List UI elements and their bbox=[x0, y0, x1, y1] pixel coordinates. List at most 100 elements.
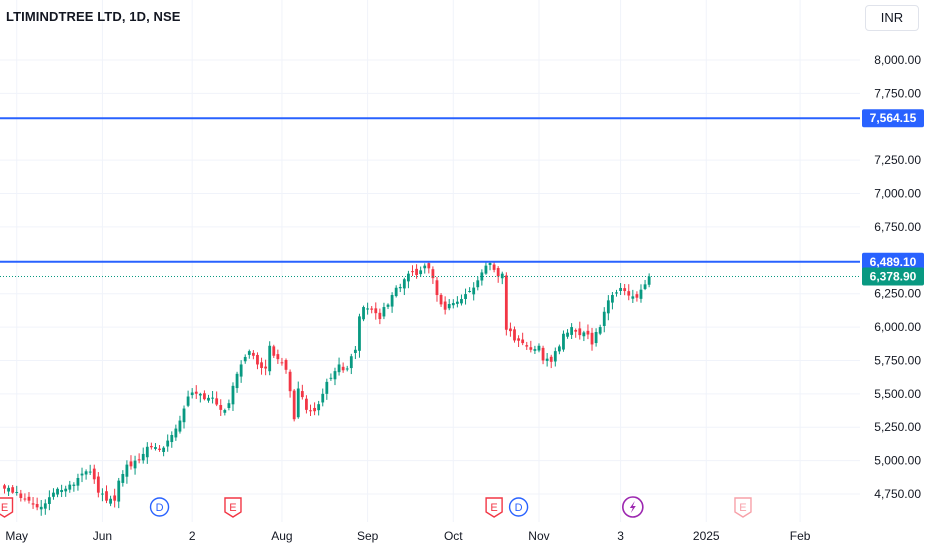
candle bbox=[398, 283, 402, 293]
candle bbox=[129, 455, 133, 470]
candle bbox=[145, 442, 149, 464]
candle bbox=[215, 391, 219, 407]
candle bbox=[517, 335, 520, 347]
event-marker-e-future[interactable]: E bbox=[734, 497, 752, 518]
candle bbox=[590, 327, 594, 351]
candle-body bbox=[370, 308, 374, 310]
candle-body bbox=[321, 393, 325, 403]
candle-body bbox=[325, 381, 329, 394]
time-tick-label: 3 bbox=[617, 529, 624, 543]
candle bbox=[39, 499, 43, 516]
currency-button[interactable]: INR bbox=[865, 5, 919, 31]
event-marker-e[interactable]: E bbox=[485, 497, 503, 518]
candle bbox=[537, 343, 541, 353]
candle bbox=[333, 367, 337, 386]
candle-body bbox=[529, 347, 533, 350]
candle-body bbox=[627, 291, 631, 296]
candle-body bbox=[504, 275, 508, 330]
dividend-icon bbox=[149, 497, 170, 517]
dividend-icon-letter: D bbox=[156, 502, 164, 514]
candle-body bbox=[133, 460, 137, 469]
candle-body bbox=[582, 332, 586, 337]
time-axis[interactable]: May Jun 2 Aug Sep Oct Nov 3 2025 Feb bbox=[5, 529, 810, 543]
candle-body bbox=[284, 360, 288, 370]
candle bbox=[492, 261, 496, 273]
candle-body bbox=[47, 497, 51, 504]
candle bbox=[602, 307, 606, 333]
candle-body bbox=[121, 473, 125, 483]
candle-body bbox=[411, 271, 414, 273]
candle-body bbox=[109, 498, 112, 504]
candle-body bbox=[553, 351, 557, 362]
price-level-tag bbox=[862, 252, 924, 271]
candle-body bbox=[23, 498, 27, 500]
time-tick-label: Aug bbox=[271, 529, 292, 543]
event-marker-d[interactable]: D bbox=[508, 497, 529, 517]
candle bbox=[117, 477, 121, 509]
candle bbox=[366, 302, 370, 315]
candle bbox=[455, 296, 459, 308]
candle bbox=[619, 283, 622, 295]
candle bbox=[419, 266, 423, 278]
candle-body bbox=[468, 291, 472, 293]
event-marker-e[interactable]: E bbox=[0, 497, 14, 518]
candle-body bbox=[256, 354, 259, 365]
candle bbox=[513, 326, 516, 343]
candle bbox=[382, 302, 386, 320]
price-tick-label: 7,250.00 bbox=[874, 153, 921, 167]
candle bbox=[288, 369, 292, 398]
candle bbox=[472, 282, 476, 301]
candle-body bbox=[635, 294, 639, 298]
candle-body bbox=[211, 397, 214, 399]
candle-body bbox=[105, 491, 108, 501]
earnings-icon-letter: E bbox=[1, 502, 8, 514]
price-tick-label: 5,250.00 bbox=[874, 420, 921, 434]
candle bbox=[300, 384, 304, 400]
candle bbox=[541, 345, 545, 365]
candle-body bbox=[198, 393, 202, 396]
candle bbox=[141, 447, 145, 464]
candle-body bbox=[484, 265, 488, 274]
candle bbox=[378, 308, 382, 325]
candle bbox=[264, 359, 268, 376]
candle-body bbox=[598, 327, 602, 334]
candle-body bbox=[15, 492, 19, 494]
price-tick-label: 4,750.00 bbox=[874, 487, 921, 501]
candle-body bbox=[162, 447, 166, 452]
candle bbox=[325, 378, 329, 400]
candle-body bbox=[215, 398, 219, 405]
candle-body bbox=[251, 352, 255, 356]
event-marker-d[interactable]: D bbox=[149, 497, 170, 517]
candle bbox=[284, 358, 288, 374]
candle bbox=[345, 365, 349, 372]
event-marker-e[interactable]: E bbox=[224, 497, 242, 518]
candle-body bbox=[390, 295, 394, 307]
candle-body bbox=[398, 287, 402, 289]
price-level-label: 7,564.15 bbox=[870, 111, 917, 125]
candle bbox=[276, 349, 280, 364]
candle bbox=[56, 487, 59, 498]
price-levels[interactable]: 7,564.15 6,489.106,378.90 bbox=[0, 109, 924, 286]
candle bbox=[390, 292, 394, 313]
candle-body bbox=[276, 354, 280, 360]
candle bbox=[96, 472, 100, 498]
candle-body bbox=[11, 487, 15, 493]
candle bbox=[566, 329, 569, 339]
candle-body bbox=[145, 446, 149, 458]
candle-body bbox=[378, 312, 382, 320]
candle-body bbox=[60, 489, 64, 493]
candle bbox=[594, 328, 598, 347]
earnings-icon bbox=[224, 497, 242, 518]
candle bbox=[158, 445, 161, 452]
candle-body bbox=[513, 329, 516, 341]
candle bbox=[239, 360, 243, 383]
candle-body bbox=[606, 300, 610, 314]
event-marker-flash[interactable] bbox=[622, 496, 644, 518]
price-axis[interactable]: 4,750.00 5,000.00 5,250.00 5,500.00 5,750.00… bbox=[874, 53, 921, 501]
dividend-icon bbox=[508, 497, 529, 517]
candle bbox=[623, 283, 627, 296]
candle bbox=[557, 344, 561, 355]
candle bbox=[349, 353, 353, 375]
